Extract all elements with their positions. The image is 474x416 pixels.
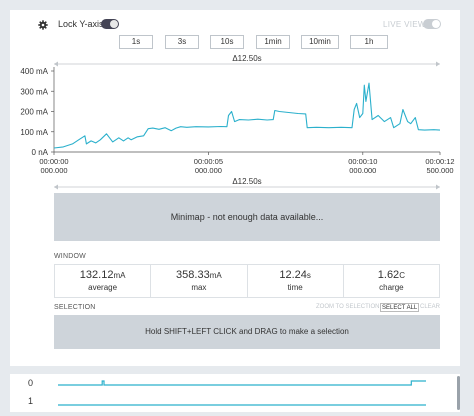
digital-channels-panel: 0 1 [10, 374, 460, 412]
x-tick-label: 00:00:10 [348, 157, 377, 166]
stat-label: time [287, 283, 303, 292]
lock-y-axis-label: Lock Y-axis [58, 19, 104, 29]
stat-unit: C [399, 271, 405, 280]
stat-max: 358.33mA max [151, 265, 248, 297]
selection-section-title: SELECTION [54, 304, 96, 311]
clear-button[interactable]: CLEAR [420, 304, 441, 310]
stat-label: average [88, 283, 118, 292]
toggle-knob [110, 20, 118, 28]
selection-area[interactable]: Hold SHIFT+LEFT CLICK and DRAG to make a… [54, 315, 440, 349]
x-tick-sublabel: 000.000 [40, 166, 67, 175]
x-tick-sublabel: 000.000 [195, 166, 222, 175]
stat-average: 132.12mA average [55, 265, 152, 297]
stat-value: 358.33 [176, 269, 210, 281]
toggle-knob [432, 20, 440, 28]
zoom-to-selection-button[interactable]: ZOOM TO SELECTION [316, 304, 380, 310]
gear-icon[interactable] [38, 20, 48, 30]
range-button-3s[interactable]: 3s [165, 35, 199, 49]
y-tick-label: 400 mA [20, 67, 48, 76]
x-tick-sublabel: 500.000 [426, 166, 453, 175]
minimap-span: Δ12.50s [54, 178, 440, 190]
stat-value: 132.12 [79, 269, 114, 281]
window-section-title: WINDOW [54, 253, 86, 260]
live-view-toggle[interactable] [423, 19, 441, 29]
select-all-button[interactable]: SELECT ALL [380, 303, 420, 312]
range-button-1min[interactable]: 1min [256, 35, 290, 49]
y-tick-label: 200 mA [20, 108, 48, 117]
selection-actions: ZOOM TO SELECTION SELECT ALL CLEAR [316, 303, 440, 313]
stat-label: max [191, 283, 207, 292]
minimap[interactable]: Minimap - not enough data available... [54, 193, 440, 241]
x-tick-sublabel: 000.000 [349, 166, 376, 175]
current-series-line [53, 82, 441, 149]
channel-label: 1 [28, 396, 34, 406]
range-button-10min[interactable]: 10min [301, 35, 339, 49]
stat-unit: s [306, 271, 311, 280]
range-button-1h[interactable]: 1h [350, 35, 388, 49]
x-tick-label: 00:00:00 [39, 157, 68, 166]
main-panel: Lock Y-axis LIVE VIEW 1s 3s 10s 1min 10m… [10, 10, 460, 366]
channel-label: 0 [28, 378, 34, 388]
stat-value: 12.24 [279, 269, 307, 281]
window-span-label: Δ12.50s [232, 54, 261, 63]
stat-charge: 1.62C charge [344, 265, 439, 297]
x-tick-label: 00:00:05 [194, 157, 223, 166]
stat-label: charge [379, 283, 404, 292]
y-tick-label: 100 mA [20, 128, 48, 137]
scrollbar[interactable] [457, 376, 460, 410]
x-tick-label: 00:00:12 [425, 157, 454, 166]
toolbar: Lock Y-axis LIVE VIEW [10, 16, 460, 34]
y-tick-label: 300 mA [20, 87, 48, 96]
stat-unit: mA [209, 271, 222, 280]
minimap-span-label: Δ12.50s [232, 178, 261, 186]
live-view-label: LIVE VIEW [383, 20, 426, 29]
window-stats: 132.12mA average 358.33mA max 12.24s tim… [54, 264, 440, 298]
stat-time: 12.24s time [248, 265, 344, 297]
channel-trace-0 [58, 380, 426, 386]
lock-y-axis-toggle[interactable] [101, 19, 119, 29]
range-button-1s[interactable]: 1s [119, 35, 153, 49]
y-tick-label: 0 nA [32, 148, 49, 157]
stat-value: 1.62 [377, 269, 400, 281]
stat-unit: mA [113, 271, 126, 280]
range-button-10s[interactable]: 10s [210, 35, 244, 49]
digital-traces[interactable] [10, 374, 455, 412]
